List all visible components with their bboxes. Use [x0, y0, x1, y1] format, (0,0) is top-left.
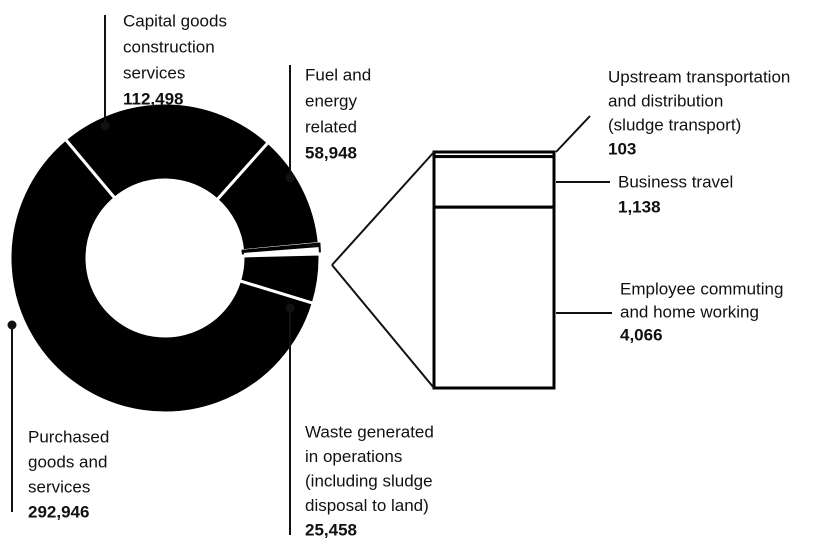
label-dot	[285, 173, 295, 183]
slice-label: (sludge transport)	[608, 115, 741, 134]
connector	[331, 151, 435, 266]
label-dot	[100, 121, 110, 131]
donut-slice	[63, 101, 271, 202]
leader-line	[555, 115, 591, 153]
slice-label: and distribution	[608, 91, 723, 110]
value-label: 112,498	[123, 89, 184, 108]
breakout-segment	[432, 205, 556, 390]
slice-label: services	[123, 63, 185, 82]
slice-label: Upstream transportation	[608, 67, 790, 86]
label-dot	[285, 303, 295, 313]
slice-label: goods and	[28, 452, 107, 471]
slice-label: energy	[305, 91, 357, 110]
value-label: 4,066	[620, 325, 663, 344]
slice-label: Capital goods	[123, 11, 227, 30]
connector	[331, 264, 435, 389]
slice-label: in operations	[305, 447, 402, 466]
breakout-segment	[432, 155, 556, 209]
value-label: 292,946	[28, 502, 89, 521]
label-dot	[7, 320, 17, 330]
slice-label: related	[305, 117, 357, 136]
slice-label: Employee commuting	[620, 279, 783, 298]
value-label: 58,948	[305, 143, 357, 162]
slice-label: construction	[123, 37, 215, 56]
value-label: 103	[608, 139, 636, 158]
donut-slice	[8, 137, 316, 415]
slice-label: Purchased	[28, 427, 109, 446]
value-label: 1,138	[618, 197, 661, 216]
slice-label: Business travel	[618, 172, 733, 191]
slice-label: disposal to land)	[305, 496, 429, 515]
slice-label: (including sludge	[305, 471, 433, 490]
slice-label: and home working	[620, 302, 759, 321]
value-label: 25,458	[305, 520, 357, 539]
slice-label: Fuel and	[305, 65, 371, 84]
slice-label: services	[28, 477, 90, 496]
slice-label: Waste generated	[305, 422, 434, 441]
